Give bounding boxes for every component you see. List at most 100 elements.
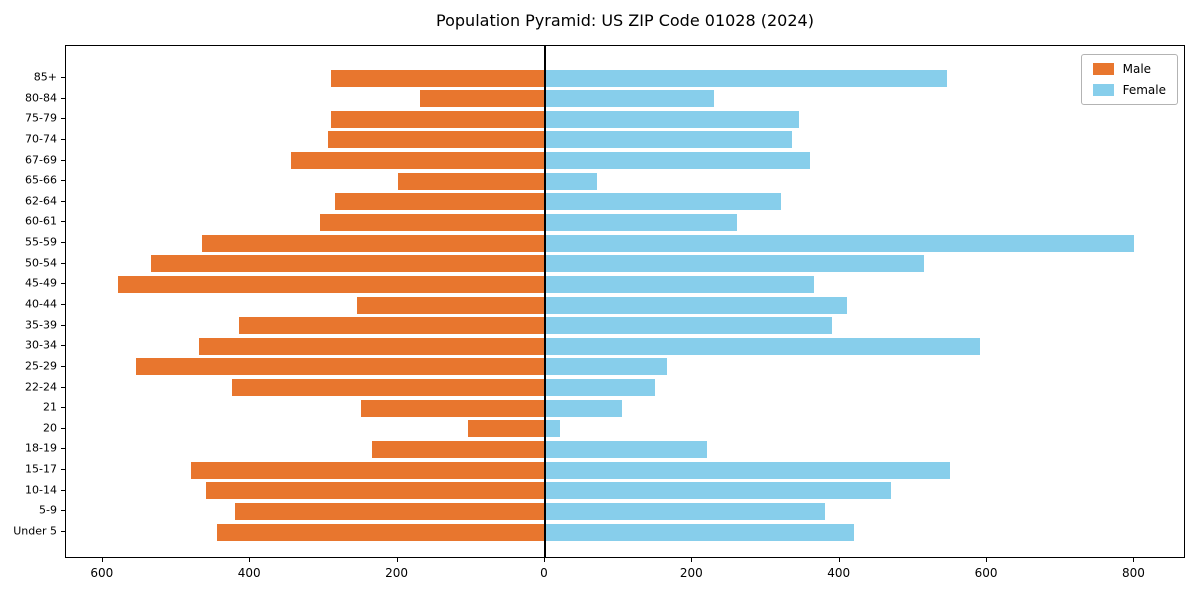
y-tick-label-5-9: 5-9	[39, 503, 57, 517]
y-tick-mark	[61, 469, 65, 471]
female-bar-18-19	[544, 440, 708, 458]
y-tick-mark	[61, 283, 65, 285]
y-tick-mark	[61, 345, 65, 347]
y-tick-label-65-66: 65-66	[25, 173, 57, 187]
male-bar-40-44	[357, 296, 545, 314]
y-tick-mark	[61, 427, 65, 429]
x-tick-mark	[838, 558, 840, 562]
female-bar-5-9	[544, 502, 825, 520]
female-bar-20	[544, 420, 560, 438]
y-tick-mark	[61, 489, 65, 491]
male-bar-25-29	[136, 358, 545, 376]
y-tick-label-10-14: 10-14	[25, 483, 57, 497]
y-tick-mark	[61, 448, 65, 450]
female-bar-45-49	[544, 275, 814, 293]
y-tick-label-55-59: 55-59	[25, 235, 57, 249]
female-bar-85	[544, 69, 947, 87]
female-bar-35-39	[544, 317, 833, 335]
plot-area: Male Female	[65, 45, 1185, 558]
y-tick-label-67-69: 67-69	[25, 153, 57, 167]
female-bar-15-17	[544, 461, 951, 479]
male-bar-62-64	[334, 193, 545, 211]
y-tick-label-22-24: 22-24	[25, 380, 57, 394]
y-tick-label-25-29: 25-29	[25, 359, 57, 373]
y-tick-label-80-84: 80-84	[25, 91, 57, 105]
y-tick-label-70-74: 70-74	[25, 132, 57, 146]
y-tick-mark	[61, 242, 65, 244]
y-tick-mark	[61, 386, 65, 388]
y-tick-label-30-34: 30-34	[25, 338, 57, 352]
female-bar-10-14	[544, 482, 892, 500]
x-tick-mark	[986, 558, 988, 562]
y-tick-mark	[61, 365, 65, 367]
female-bar-65-66	[544, 172, 597, 190]
zero-axis-line	[543, 46, 546, 557]
y-tick-mark	[61, 97, 65, 99]
female-bar-25-29	[544, 358, 667, 376]
male-bar-18-19	[371, 440, 545, 458]
y-tick-mark	[61, 304, 65, 305]
y-tick-label-35-39: 35-39	[25, 318, 57, 332]
male-bar-65-66	[397, 172, 545, 190]
x-tick-label-200: 200	[679, 566, 703, 580]
y-tick-label-18-19: 18-19	[25, 441, 57, 455]
legend: Male Female	[1080, 54, 1178, 105]
y-tick-label-50-54: 50-54	[25, 256, 57, 270]
x-tick-mark	[1133, 558, 1135, 562]
y-tick-mark	[61, 118, 65, 120]
male-bar-55-59	[202, 234, 545, 252]
y-tick-mark	[61, 510, 65, 512]
x-tick-mark	[691, 558, 693, 562]
x-tick-label-0: 0	[540, 566, 548, 580]
female-bar-55-59	[544, 234, 1135, 252]
male-bar-15-17	[191, 461, 545, 479]
male-bar-70-74	[327, 131, 545, 149]
male-bar-10-14	[206, 482, 545, 500]
y-tick-mark	[61, 221, 65, 223]
male-color-swatch	[1092, 63, 1114, 75]
x-tick-mark	[101, 558, 103, 562]
female-bar-22-24	[544, 379, 656, 397]
male-bar-22-24	[231, 379, 545, 397]
y-tick-mark	[61, 531, 65, 532]
female-bar-50-54	[544, 255, 925, 273]
y-tick-mark	[61, 407, 65, 409]
male-bar-45-49	[117, 275, 545, 293]
x-tick-label-600: 600	[90, 566, 114, 580]
legend-item-male: Male	[1092, 62, 1166, 76]
y-tick-mark	[61, 180, 65, 182]
female-bar-62-64	[544, 193, 781, 211]
x-tick-label-400: 400	[827, 566, 851, 580]
female-color-swatch	[1092, 84, 1114, 96]
y-tick-mark	[61, 159, 65, 161]
male-bar-5-9	[235, 502, 545, 520]
x-tick-label-400: 400	[237, 566, 261, 580]
male-bar-21	[360, 399, 545, 417]
female-bar-80-84	[544, 90, 715, 108]
male-bar-75-79	[331, 110, 545, 128]
y-tick-label-under-5: Under 5	[13, 524, 57, 538]
y-tick-mark	[61, 324, 65, 326]
y-tick-mark	[61, 77, 65, 78]
female-bar-70-74	[544, 131, 792, 149]
female-bar-40-44	[544, 296, 848, 314]
y-tick-mark	[61, 262, 65, 264]
y-tick-mark	[61, 200, 65, 202]
male-bar-under-5	[217, 523, 545, 541]
y-tick-label-45-49: 45-49	[25, 276, 57, 290]
x-tick-label-200: 200	[385, 566, 409, 580]
y-tick-label-20: 20	[43, 421, 57, 435]
y-tick-label-62-64: 62-64	[25, 194, 57, 208]
male-bar-60-61	[320, 213, 545, 231]
chart-title: Population Pyramid: US ZIP Code 01028 (2…	[436, 11, 814, 30]
male-bar-30-34	[198, 337, 545, 355]
legend-label-female: Female	[1122, 83, 1166, 97]
male-bar-85	[331, 69, 545, 87]
x-tick-label-600: 600	[974, 566, 998, 580]
y-tick-label-15-17: 15-17	[25, 462, 57, 476]
male-bar-35-39	[239, 317, 545, 335]
y-tick-label-85: 85+	[33, 70, 57, 84]
y-tick-label-21: 21	[43, 400, 57, 414]
y-tick-label-75-79: 75-79	[25, 111, 57, 125]
